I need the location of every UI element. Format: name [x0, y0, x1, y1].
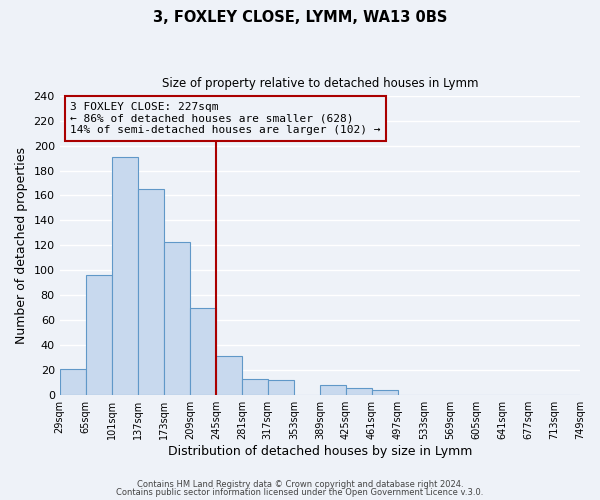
Bar: [112, 157, 138, 394]
Title: Size of property relative to detached houses in Lymm: Size of property relative to detached ho…: [161, 78, 478, 90]
Bar: [372, 390, 398, 394]
Y-axis label: Number of detached properties: Number of detached properties: [15, 147, 28, 344]
Bar: [138, 189, 164, 394]
X-axis label: Distribution of detached houses by size in Lymm: Distribution of detached houses by size …: [167, 444, 472, 458]
Text: Contains public sector information licensed under the Open Government Licence v.: Contains public sector information licen…: [116, 488, 484, 497]
Bar: [268, 380, 294, 394]
Bar: [59, 368, 86, 394]
Bar: [242, 378, 268, 394]
Bar: [216, 356, 242, 395]
Bar: [190, 308, 216, 394]
Bar: [164, 242, 190, 394]
Text: 3, FOXLEY CLOSE, LYMM, WA13 0BS: 3, FOXLEY CLOSE, LYMM, WA13 0BS: [153, 10, 447, 25]
Bar: [86, 275, 112, 394]
Text: 3 FOXLEY CLOSE: 227sqm
← 86% of detached houses are smaller (628)
14% of semi-de: 3 FOXLEY CLOSE: 227sqm ← 86% of detached…: [70, 102, 380, 135]
Bar: [346, 388, 372, 394]
Text: Contains HM Land Registry data © Crown copyright and database right 2024.: Contains HM Land Registry data © Crown c…: [137, 480, 463, 489]
Bar: [320, 384, 346, 394]
